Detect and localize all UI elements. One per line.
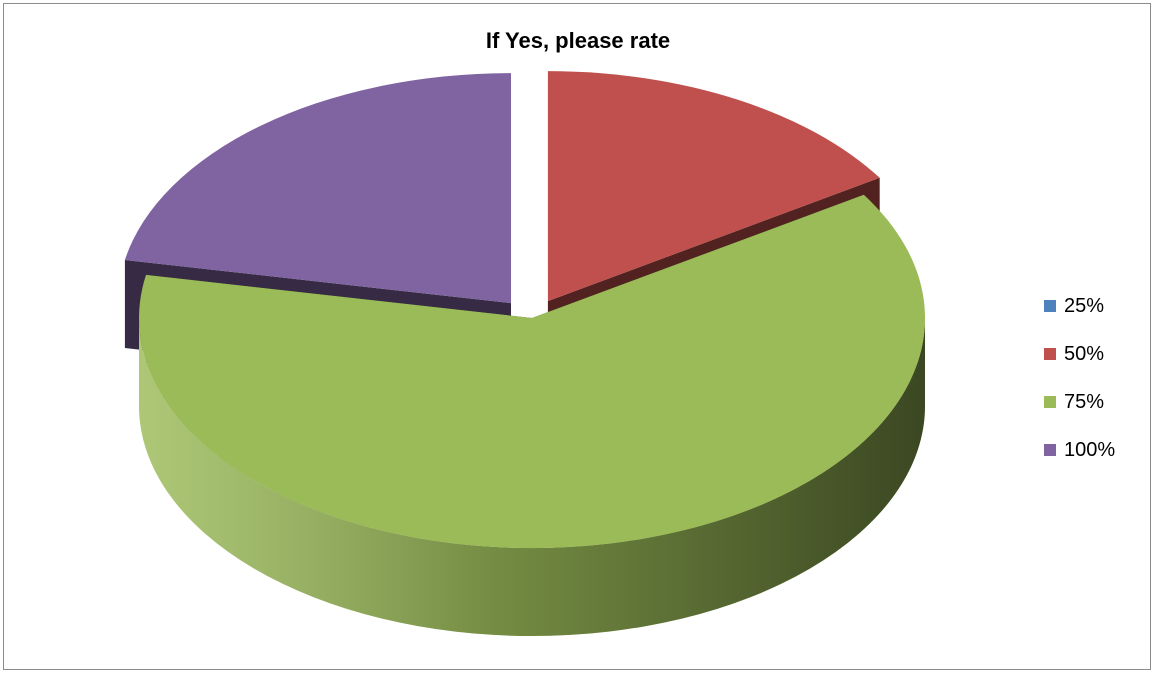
legend-swatch bbox=[1044, 444, 1056, 456]
pie-slice bbox=[139, 194, 926, 636]
slice-top bbox=[547, 71, 880, 302]
slice-side-shade bbox=[139, 318, 925, 636]
legend-label: 25% bbox=[1064, 294, 1105, 317]
legend-swatch bbox=[1044, 348, 1056, 360]
slice-top bbox=[124, 73, 512, 304]
legend-label: 75% bbox=[1064, 390, 1105, 413]
legend-label: 50% bbox=[1064, 342, 1105, 365]
legend-item-75: 75% bbox=[1044, 378, 1144, 426]
slice-top bbox=[139, 194, 926, 549]
legend-item-25: 25% bbox=[1044, 282, 1144, 330]
legend-swatch bbox=[1044, 300, 1056, 312]
legend: 25% 50% 75% 100% bbox=[1044, 282, 1144, 474]
legend-item-50: 50% bbox=[1044, 330, 1144, 378]
legend-item-100: 100% bbox=[1044, 426, 1144, 474]
legend-label: 100% bbox=[1064, 438, 1116, 461]
legend-swatch bbox=[1044, 396, 1056, 408]
chart-title: If Yes, please rate bbox=[485, 28, 671, 53]
